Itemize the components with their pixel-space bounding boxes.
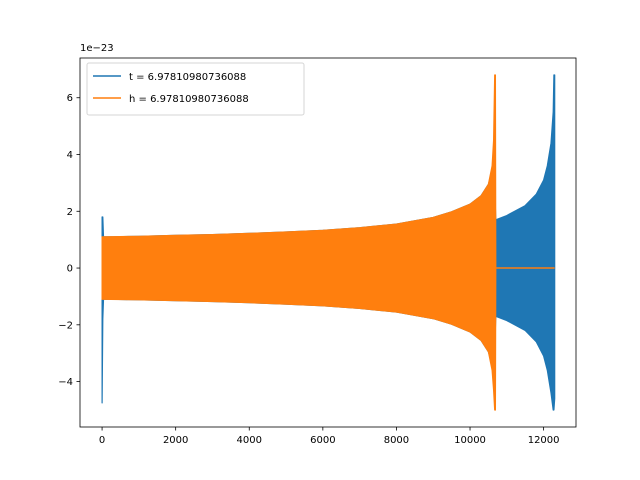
x-tick-label: 10000 [454,435,486,446]
y-tick-label: 6 [67,93,73,104]
x-tick-label: 4000 [237,435,262,446]
x-axis: 0 2000 4000 6000 8000 10000 12000 [99,427,560,446]
y-tick-label: 2 [67,207,73,218]
y-offset-text: 1e−23 [80,43,114,54]
x-tick-label: 2000 [163,435,188,446]
y-tick-label: 4 [67,150,73,161]
legend-label: t = 6.97810980736088 [129,72,246,83]
x-tick-label: 0 [99,435,105,446]
axes-frame [79,57,577,428]
series-2-line [101,74,497,411]
x-tick-label: 12000 [528,435,560,446]
legend-label: h = 6.97810980736088 [129,94,249,105]
y-tick-label: 0 [67,264,73,275]
x-tick-label: 8000 [384,435,409,446]
plot-area [101,74,556,411]
y-axis: −4 −2 0 2 4 6 [58,93,80,388]
y-tick-label: −2 [58,320,73,331]
legend: t = 6.97810980736088 h = 6.97810980736088 [86,62,305,116]
x-tick-label: 6000 [310,435,335,446]
legend-frame [86,62,305,116]
y-tick-label: −4 [58,377,73,388]
